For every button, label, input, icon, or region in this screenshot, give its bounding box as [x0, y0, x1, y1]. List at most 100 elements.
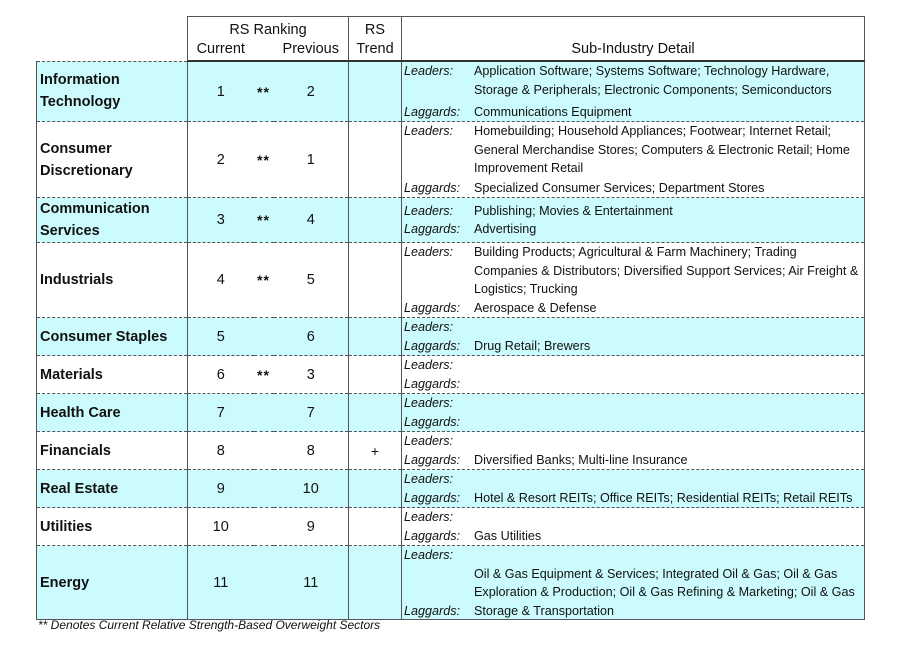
sector-name: Industrials: [36, 242, 188, 318]
leaders-label: Leaders:: [404, 358, 454, 372]
laggards-label: Laggards:: [404, 376, 461, 391]
leaders-label: Leaders:: [404, 64, 454, 78]
leaders-text: Homebuilding; Household Appliances; Foot…: [474, 124, 850, 175]
rs-trend: [348, 242, 402, 318]
leaders-text: Publishing; Movies & Entertainment: [474, 203, 673, 218]
previous-rank: 3: [273, 355, 349, 394]
leaders-label: Leaders:: [404, 320, 454, 334]
leaders-text: [474, 432, 864, 451]
laggards-label: Laggards:: [404, 180, 461, 195]
laggards-text: Advertising: [474, 222, 537, 236]
rs-trend: [348, 393, 402, 432]
previous-rank: 4: [273, 197, 349, 243]
current-rank: 2: [187, 121, 254, 198]
overweight-marker: **: [253, 242, 274, 318]
leaders-label: Leaders:: [404, 434, 454, 448]
sector-name: Communication Services: [36, 197, 188, 243]
footnote: ** Denotes Current Relative Strength-Bas…: [38, 618, 381, 632]
current-rank: 1: [187, 60, 254, 122]
rs-trend: [348, 197, 402, 243]
laggards-label: Laggards:: [404, 452, 461, 467]
leaders-label: Leaders:: [404, 510, 454, 524]
laggards-text: Specialized Consumer Services; Departmen…: [474, 180, 765, 195]
rs-header: RS: [348, 16, 402, 38]
rs-trend: [348, 355, 402, 394]
table-row: Financials 8 8 + Leaders: Laggards: Diversifie…: [36, 431, 865, 470]
leaders-text: [474, 394, 864, 413]
rs-ranking-table: RS Ranking RS Current Previous Trend Sub…: [36, 16, 865, 620]
table-row: Utilities 10 9 Leaders: Laggards: Gas Utiliti…: [36, 507, 865, 546]
laggards-label: Laggards:: [404, 300, 461, 315]
overweight-marker: [253, 431, 274, 470]
laggards-text: Communications Equipment: [474, 104, 632, 119]
previous-header: Previous: [273, 38, 349, 62]
rs-trend: [348, 121, 402, 198]
sector-name: Materials: [36, 355, 188, 394]
leaders-text: Application Software; Systems Software; …: [474, 64, 832, 97]
laggards-label: Laggards:: [404, 528, 461, 543]
trend-header: Trend: [348, 38, 402, 62]
sub-industry-detail: Leaders: Laggards:: [401, 393, 865, 432]
sector-name: Utilities: [36, 507, 188, 546]
rs-trend: [348, 317, 402, 356]
table-row: Energy 11 11 Leaders: Laggards: Oil & Gas Equ…: [36, 545, 865, 620]
table-row: Communication Services 3 ** 4 Leaders: Publis…: [36, 197, 865, 243]
current-rank: 5: [187, 317, 254, 356]
previous-rank: 1: [273, 121, 349, 198]
table-row: Health Care 7 7 Leaders: Laggards:: [36, 393, 865, 432]
overweight-marker: [253, 507, 274, 546]
leaders-label: Leaders:: [404, 203, 454, 218]
laggards-label: Laggards:: [404, 490, 461, 505]
table-row: Real Estate 9 10 Leaders: Laggards: Hotel & R…: [36, 469, 865, 508]
leaders-text: [474, 546, 864, 565]
sector-name: Health Care: [36, 393, 188, 432]
current-rank: 8: [187, 431, 254, 470]
table-row: Information Technology 1 ** 2 Leaders: Applic…: [36, 60, 865, 122]
leaders-label: Leaders:: [404, 245, 454, 259]
sector-name: Consumer Staples: [36, 317, 188, 356]
current-rank: 6: [187, 355, 254, 394]
rs-trend: +: [348, 431, 402, 470]
previous-rank: 9: [273, 507, 349, 546]
sub-industry-detail: Leaders: Laggards: Diversified Banks; Mult…: [401, 431, 865, 470]
sub-industry-detail: Leaders: Publishing; Movies & Entertainme…: [401, 197, 865, 243]
laggards-label: Laggards:: [404, 414, 461, 429]
sub-industry-detail: Leaders: Application Software; Systems So…: [401, 60, 865, 122]
leaders-text: [474, 470, 864, 489]
sub-industry-detail: Leaders: Laggards: Gas Utilities: [401, 507, 865, 546]
previous-rank: 5: [273, 242, 349, 318]
laggards-text: Oil & Gas Equipment & Services; Integrat…: [474, 566, 855, 618]
rs-trend: [348, 469, 402, 508]
previous-rank: 11: [273, 545, 349, 620]
rs-trend: [348, 507, 402, 546]
rs-trend: [348, 545, 402, 620]
previous-rank: 7: [273, 393, 349, 432]
overweight-marker: [253, 545, 274, 620]
leaders-text: Building Products; Agricultural & Farm M…: [474, 245, 859, 296]
overweight-marker: **: [253, 355, 274, 394]
table-row: Industrials 4 ** 5 Leaders: Building Products…: [36, 242, 865, 318]
laggards-text: Gas Utilities: [474, 528, 542, 543]
current-header: Current: [187, 38, 254, 62]
leaders-label: Leaders:: [404, 548, 454, 562]
current-rank: 3: [187, 197, 254, 243]
leaders-text: [474, 508, 864, 527]
sub-industry-detail: Leaders: Laggards:: [401, 355, 865, 394]
overweight-marker: **: [253, 121, 274, 198]
sub-industry-detail: Leaders: Laggards: Oil & Gas Equipment & S…: [401, 545, 865, 620]
laggards-label: Laggards:: [404, 603, 461, 618]
leaders-text: [474, 356, 864, 375]
previous-rank: 6: [273, 317, 349, 356]
rs-ranking-header: RS Ranking: [187, 16, 349, 38]
sub-industry-detail: Leaders: Building Products; Agricultural …: [401, 242, 865, 318]
current-rank: 7: [187, 393, 254, 432]
leaders-text: [474, 318, 864, 337]
overweight-marker: **: [253, 197, 274, 243]
overweight-marker: [253, 317, 274, 356]
leaders-label: Leaders:: [404, 396, 454, 410]
sub-industry-detail: Leaders: Laggards: Drug Retail; Brewers: [401, 317, 865, 356]
sub-industry-detail: Leaders: Laggards: Hotel & Resort REITs; O…: [401, 469, 865, 508]
rs-trend: [348, 60, 402, 122]
laggards-text: Diversified Banks; Multi-line Insurance: [474, 452, 688, 467]
previous-rank: 8: [273, 431, 349, 470]
